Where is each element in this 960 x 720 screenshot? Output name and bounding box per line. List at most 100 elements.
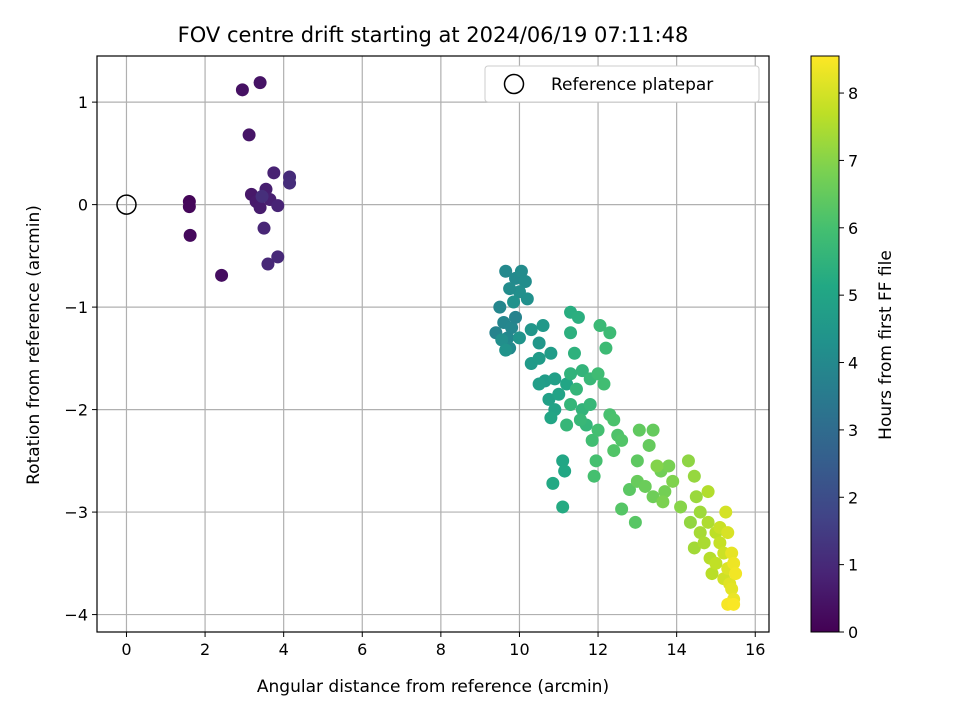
data-point [532, 377, 546, 391]
data-point [705, 567, 719, 581]
data-point [622, 483, 636, 497]
data-point [493, 300, 507, 314]
data-point [536, 319, 550, 333]
data-point [638, 479, 652, 493]
data-point [709, 556, 723, 570]
data-point [271, 250, 285, 264]
data-point [507, 295, 521, 309]
colorbar-tick-label: 7 [848, 151, 858, 170]
x-tick-label: 8 [436, 640, 446, 659]
data-point [681, 454, 695, 468]
y-tick-label: 1 [78, 93, 88, 112]
colorbar-tick-label: 6 [848, 219, 858, 238]
plot-frame [96, 55, 770, 633]
data-point [571, 310, 585, 324]
data-point [693, 526, 707, 540]
data-point [607, 444, 621, 458]
data-point [560, 418, 574, 432]
data-point [662, 459, 676, 473]
data-point [495, 333, 509, 347]
data-point [719, 505, 733, 519]
y-tick-label: −2 [64, 401, 88, 420]
data-point [556, 500, 570, 514]
x-tick-label: 16 [745, 640, 765, 659]
data-point [583, 397, 597, 411]
data-point [687, 541, 701, 555]
data-point [255, 189, 269, 203]
data-point [499, 264, 513, 278]
data-point [630, 454, 644, 468]
data-point [520, 292, 534, 306]
data-point [514, 264, 528, 278]
data-point [253, 76, 267, 90]
data-point [687, 469, 701, 483]
data-point [697, 536, 711, 550]
data-point [509, 310, 523, 324]
colorbar: 0 1 2 3 4 5 6 7 8 Hours from first FF file [810, 55, 896, 642]
data-point [701, 515, 715, 529]
data-point [615, 433, 629, 447]
points-layer [116, 76, 743, 611]
x-tick-label: 4 [279, 640, 289, 659]
data-point [642, 438, 656, 452]
data-point [503, 282, 517, 296]
data-point [615, 502, 629, 516]
data-point [518, 274, 532, 288]
data-point [560, 377, 574, 391]
data-point [689, 490, 703, 504]
colorbar-tick-label: 3 [848, 421, 858, 440]
data-point [261, 257, 275, 271]
data-point [632, 423, 646, 437]
colorbar-tick-label: 4 [848, 354, 858, 373]
data-point [693, 505, 707, 519]
data-point [271, 199, 285, 213]
data-point [558, 464, 572, 478]
data-point [524, 323, 538, 337]
data-point [683, 515, 697, 529]
data-point [573, 413, 587, 427]
data-point [257, 221, 271, 235]
data-point [548, 372, 562, 386]
data-point [591, 423, 605, 437]
colorbar-tick-label: 5 [848, 286, 858, 305]
data-point [607, 413, 621, 427]
data-point [591, 367, 605, 381]
colorbar-tick-label: 8 [848, 84, 858, 103]
data-point [542, 392, 556, 406]
data-point [182, 200, 196, 214]
data-point [532, 351, 546, 365]
data-point [729, 567, 743, 581]
x-tick-label: 2 [200, 640, 210, 659]
colorbar-tick-label: 1 [848, 556, 858, 575]
colorbar-tick-label: 2 [848, 488, 858, 507]
colorbar-gradient [810, 55, 840, 633]
data-point [674, 500, 688, 514]
data-point [587, 469, 601, 483]
data-point [727, 556, 741, 570]
x-tick-label: 12 [588, 640, 608, 659]
data-point [597, 377, 611, 391]
colorbar-label: Hours from first FF file [876, 250, 896, 440]
y-tick-label: −1 [64, 298, 88, 317]
data-point [603, 326, 617, 340]
data-point [283, 176, 297, 190]
data-point [656, 495, 670, 509]
x-tick-label: 0 [121, 640, 131, 659]
data-point [564, 367, 578, 381]
data-point [499, 343, 513, 357]
y-axis-label: Rotation from reference (arcmin) [24, 205, 44, 485]
data-point [552, 387, 566, 401]
data-point [727, 597, 741, 611]
data-point [556, 454, 570, 468]
x-axis-label: Angular distance from reference (arcmin) [257, 677, 609, 697]
data-point [267, 166, 281, 180]
y-tick-label: −4 [64, 606, 88, 625]
data-point [599, 341, 613, 355]
data-point [505, 321, 519, 335]
data-point [646, 490, 660, 504]
data-point [544, 346, 558, 360]
data-point [183, 228, 197, 242]
data-point [721, 526, 735, 540]
data-point [569, 382, 583, 396]
